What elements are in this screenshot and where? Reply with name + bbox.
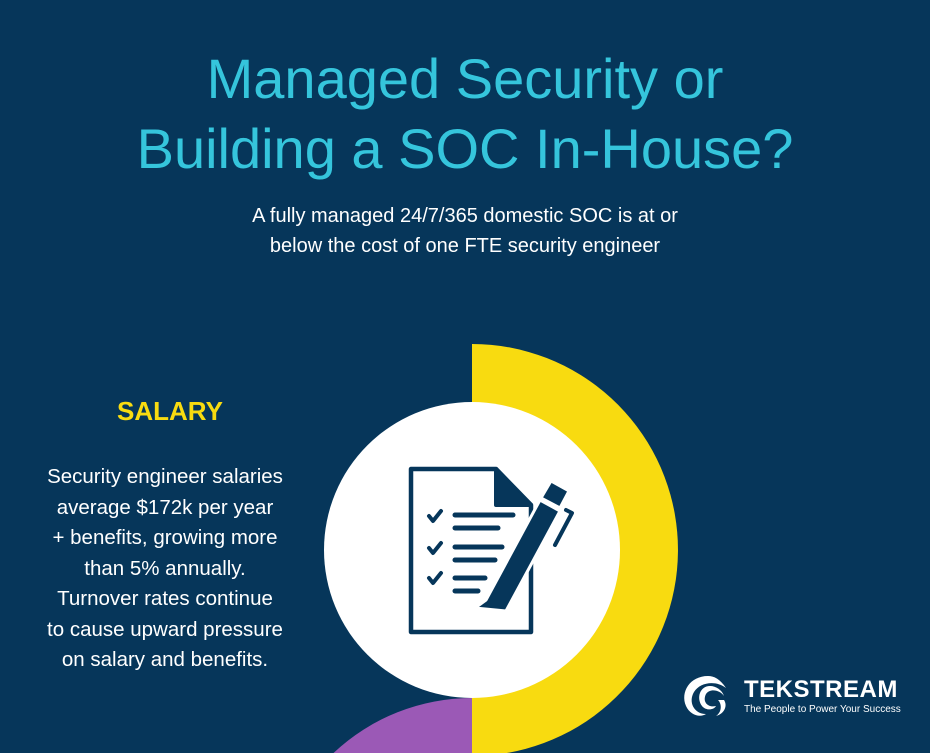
subtitle-line-2: below the cost of one FTE security engin… (269, 235, 661, 257)
tekstream-logo: TekStream The People to Power Your Succe… (678, 670, 908, 720)
salary-line: Security engineer salaries (47, 465, 283, 488)
page-title: Managed Security or Building a SOC In-Ho… (0, 44, 930, 184)
subtitle-line-1: A fully managed 24/7/365 domestic SOC is… (252, 205, 678, 227)
salary-line: + benefits, growing more (52, 526, 278, 549)
salary-description: Security engineer salaries average $172k… (10, 462, 320, 676)
white-circle (324, 402, 620, 698)
salary-line: average $172k per year (56, 495, 274, 519)
salary-line: to cause upward pressure (47, 617, 283, 641)
salary-line: Turnover rates continue (57, 587, 273, 610)
subtitle: A fully managed 24/7/365 domestic SOC is… (0, 201, 930, 261)
title-line-2: Building a SOC In-House? (136, 117, 794, 180)
salary-line: than 5% annually. (84, 556, 246, 580)
salary-line: on salary and benefits. (61, 648, 269, 671)
swirl-logo-icon (684, 676, 726, 716)
title-line-1: Managed Security or (206, 47, 724, 110)
logo-tagline: The People to Power Your Success (744, 704, 901, 715)
salary-heading: SALARY (117, 396, 223, 426)
checklist-document-pen-icon (408, 466, 574, 635)
logo-name: TekStream (744, 676, 898, 703)
purple-quarter-circle (333, 698, 472, 753)
